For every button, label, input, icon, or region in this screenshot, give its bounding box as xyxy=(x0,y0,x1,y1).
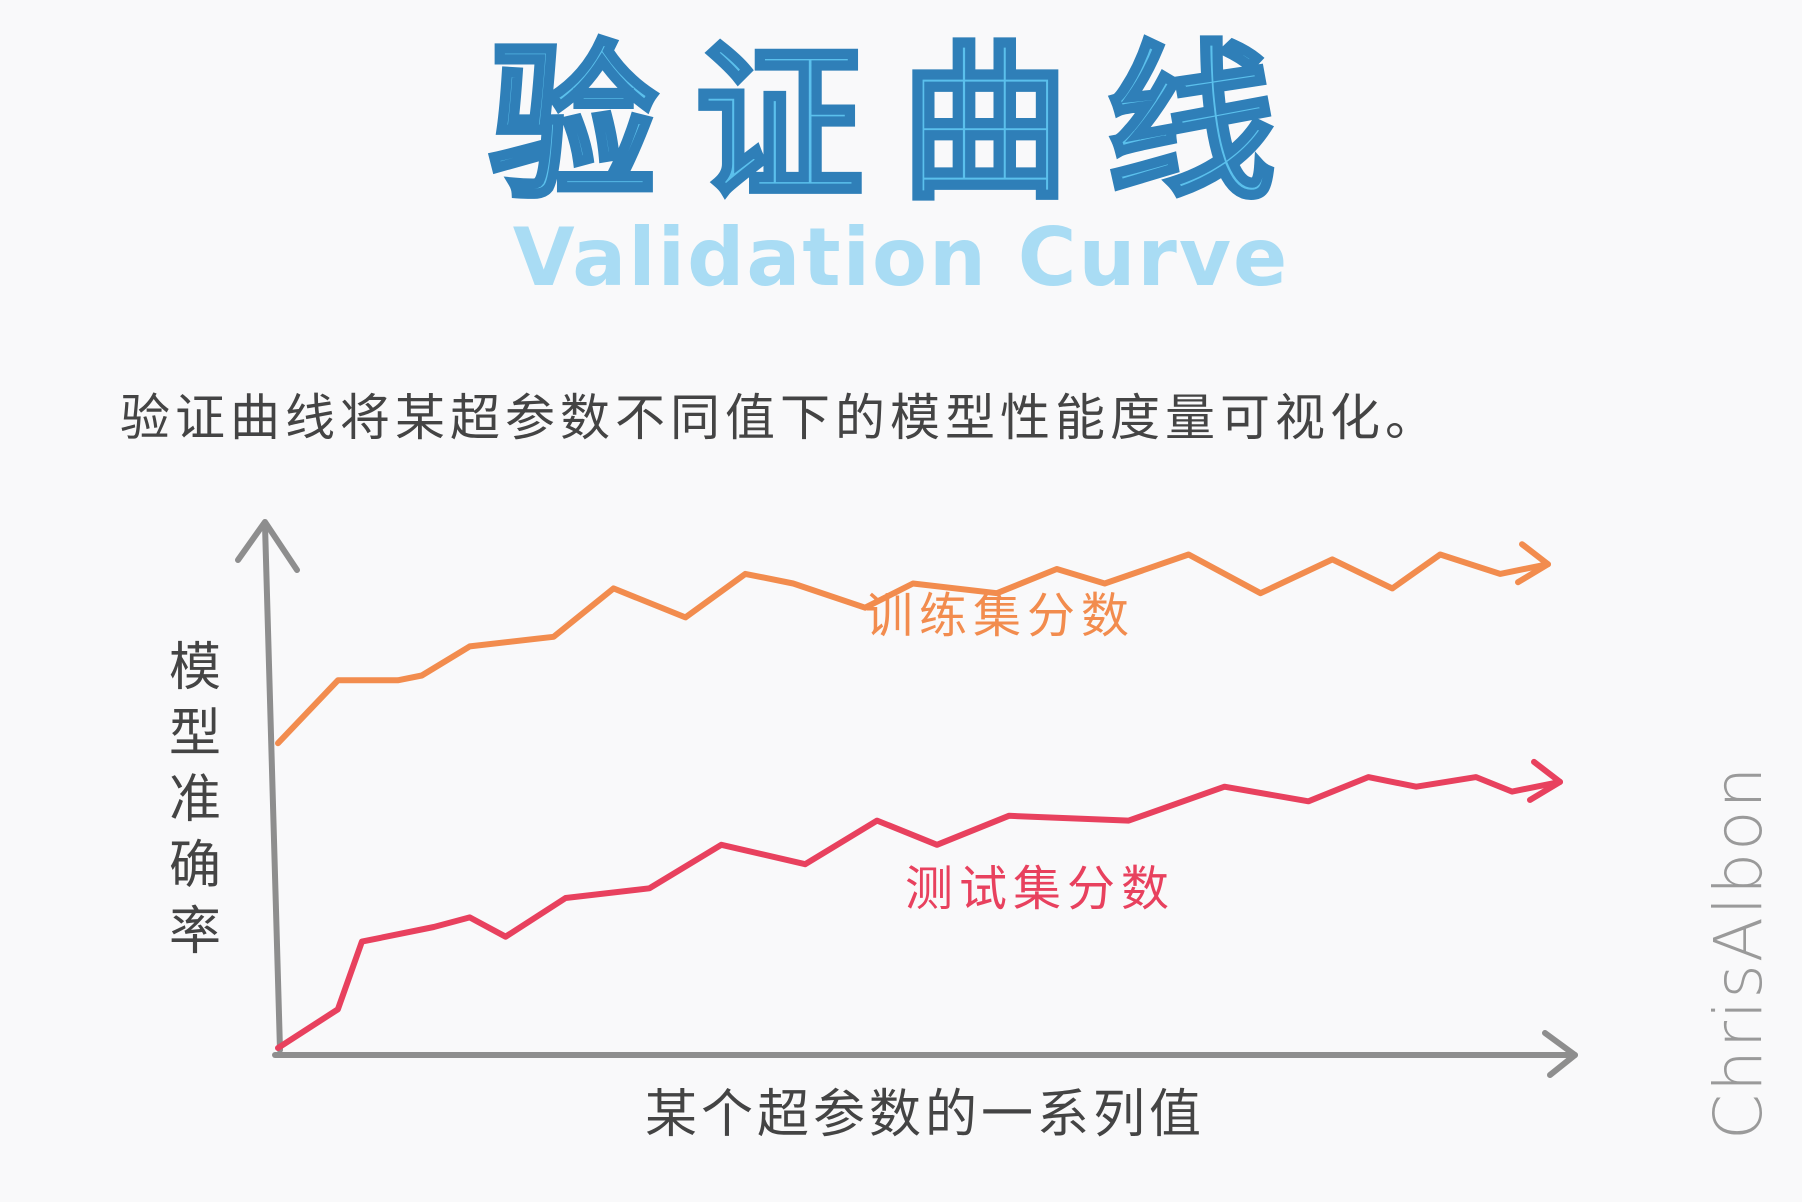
test-score-arrowhead xyxy=(1527,758,1563,803)
title-english: Validation Curve xyxy=(512,211,1290,304)
y-axis-arrowhead xyxy=(235,519,300,573)
x-axis-arrowhead xyxy=(1542,1030,1578,1078)
y-axis-label: 模型准确率 xyxy=(169,638,221,962)
chart-axes xyxy=(235,519,1578,1078)
train-score-line xyxy=(275,551,1551,747)
title-chinese: 验证曲线 xyxy=(487,26,1313,222)
series-label-test: 测试集分数 xyxy=(905,861,1175,917)
y-axis-line xyxy=(262,522,283,1053)
series-layer xyxy=(275,541,1563,1051)
author-watermark: ChrisAlbon xyxy=(1700,764,1777,1140)
test-score-line xyxy=(275,774,1563,1051)
series-label-train: 训练集分数 xyxy=(865,588,1135,644)
subtitle-description: 验证曲线将某超参数不同值下的模型性能度量可视化。 xyxy=(120,389,1440,447)
x-axis-label: 某个超参数的一系列值 xyxy=(645,1085,1205,1145)
train-score-arrowhead xyxy=(1515,541,1552,586)
